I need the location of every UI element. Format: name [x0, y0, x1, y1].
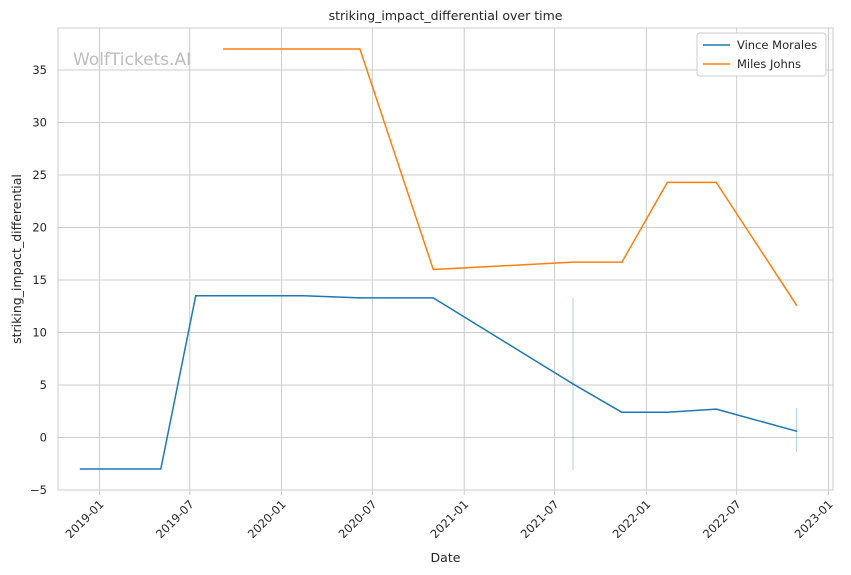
y-tick-label: 5	[40, 378, 47, 392]
data-point-miles-johns	[715, 181, 717, 184]
legend-label-vince-morales: Vince Morales	[737, 38, 817, 52]
legend-box	[696, 32, 827, 77]
plot-frame	[57, 27, 834, 491]
y-tick-label: −5	[30, 483, 47, 497]
data-point-vince-morales	[621, 411, 623, 414]
y-tick-label: 20	[32, 221, 47, 235]
data-point-vince-morales	[572, 383, 574, 385]
data-point-vince-morales	[79, 468, 82, 470]
data-point-vince-morales	[194, 295, 197, 297]
y-tick-label: 15	[32, 273, 47, 287]
data-point-vince-morales	[303, 295, 305, 297]
data-point-miles-johns	[222, 48, 225, 50]
series-lines	[79, 48, 798, 470]
x-axis-title: Date	[431, 550, 461, 565]
plot-area	[58, 28, 833, 490]
legend: Vince Morales Miles Johns	[696, 32, 827, 77]
data-point-miles-johns	[572, 261, 574, 263]
chart-title: striking_impact_differential over time	[329, 8, 563, 23]
data-point-vince-morales	[666, 411, 669, 414]
y-tick-label: 25	[32, 168, 47, 182]
data-point-miles-johns	[621, 261, 623, 263]
y-tick-label: 0	[40, 431, 47, 445]
data-point-miles-johns	[666, 181, 669, 184]
data-point-miles-johns	[359, 48, 361, 50]
y-tick-label: 30	[32, 116, 47, 130]
y-tick-label: 10	[32, 326, 47, 340]
grid	[58, 28, 833, 495]
data-point-vince-morales	[359, 297, 361, 299]
data-point-vince-morales	[432, 297, 435, 299]
data-point-miles-johns	[432, 268, 435, 271]
y-axis-title: striking_impact_differential	[9, 174, 24, 344]
data-point-vince-morales	[160, 468, 162, 470]
data-point-vince-morales	[715, 408, 717, 410]
legend-label-miles-johns: Miles Johns	[737, 57, 801, 71]
series-line-miles-johns	[223, 48, 798, 306]
data-point-vince-morales	[795, 430, 798, 432]
y-tick-label: 35	[32, 63, 47, 77]
watermark: WolfTickets.AI	[73, 50, 191, 70]
data-point-miles-johns	[795, 304, 798, 306]
